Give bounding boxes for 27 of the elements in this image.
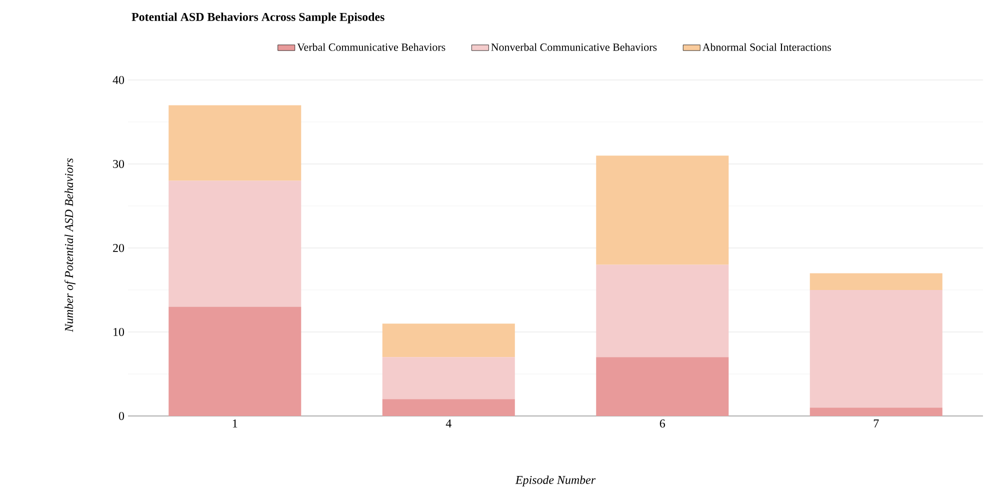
bar: [168, 306, 302, 416]
y-tick-label: 20: [113, 244, 124, 252]
x-tick-label: 7: [874, 420, 879, 428]
y-tick-label: 10: [114, 328, 124, 336]
bar: [810, 290, 942, 408]
bar: [382, 399, 515, 416]
bar: [168, 180, 302, 307]
y-tick-label: 0: [118, 412, 124, 420]
x-tick-label: 4: [446, 420, 452, 428]
bar: [810, 408, 942, 416]
legend-label: Abnormal Social Interactions: [702, 43, 831, 51]
x-axis-title: Episode Number: [515, 476, 596, 486]
chart-title: Potential ASD Behaviors Across Sample Episodes: [132, 12, 384, 24]
y-tick-label: 40: [112, 76, 124, 84]
bar: [596, 264, 729, 358]
bar: [382, 357, 515, 400]
y-tick-label: 30: [113, 160, 124, 168]
bar: [596, 357, 729, 416]
x-tick-label: 1: [232, 420, 238, 428]
bar: [168, 105, 302, 181]
bar: [810, 273, 942, 290]
bar: [596, 156, 729, 265]
legend-label: Nonverbal Communicative Behaviors: [491, 43, 657, 51]
legend-label: Verbal Communicative Behaviors: [297, 43, 446, 51]
y-axis-title: Number of Potential ASD Behaviors: [64, 158, 76, 332]
x-tick-label: 6: [660, 420, 666, 428]
bar: [382, 324, 515, 358]
